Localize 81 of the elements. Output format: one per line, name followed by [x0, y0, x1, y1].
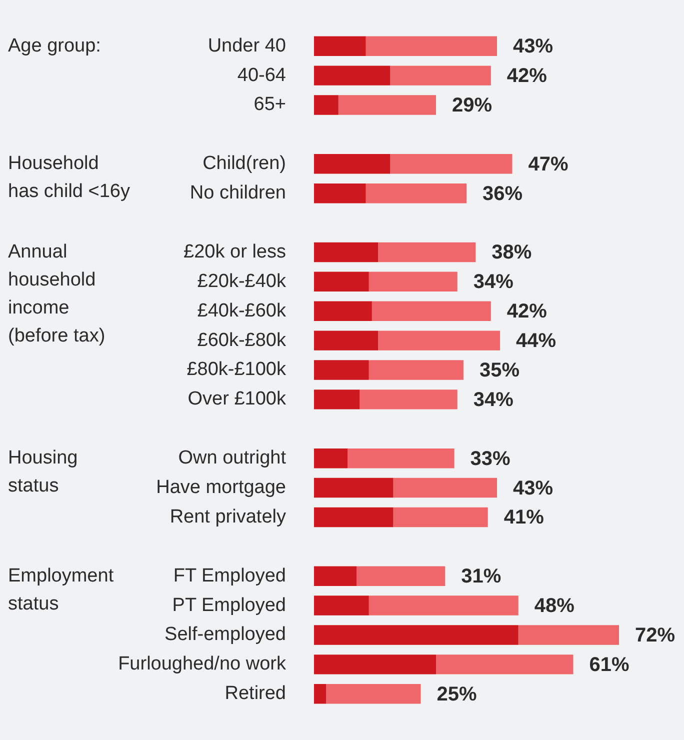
bar — [366, 183, 466, 204]
bar — [360, 390, 458, 410]
bar — [314, 478, 394, 498]
bar — [390, 66, 491, 86]
bar — [314, 360, 369, 380]
text: Household has child <16y — [8, 153, 130, 202]
bar — [348, 448, 454, 468]
annotation: 31% — [461, 566, 502, 588]
bar — [338, 95, 436, 115]
bar — [393, 507, 488, 528]
y-tick-label: PT Employed — [172, 594, 286, 616]
y-tick-label: £40k-£60k — [197, 300, 286, 322]
bar — [314, 625, 518, 645]
bar — [314, 390, 360, 410]
annotation: 43% — [513, 36, 554, 58]
bar — [368, 272, 458, 292]
bar — [314, 684, 326, 704]
bar — [436, 654, 574, 674]
bar — [372, 301, 491, 321]
y-tick-label: Under 40 — [208, 35, 286, 56]
bar — [368, 360, 464, 380]
annotation: 44% — [516, 330, 556, 352]
annotation: 43% — [513, 477, 554, 500]
text: Housing status — [8, 448, 78, 497]
y-tick-label: 40-64 — [237, 64, 286, 86]
y-tick-label: Rent privately — [170, 506, 286, 528]
bar — [314, 154, 390, 174]
bar — [518, 625, 619, 645]
y-tick-label: Furloughed/no work — [118, 654, 286, 675]
bar — [368, 596, 518, 616]
annotation: 36% — [482, 182, 523, 205]
annotation: 41% — [504, 506, 544, 529]
bar — [378, 330, 500, 350]
y-tick-label: Over £100k — [188, 388, 286, 410]
bar — [314, 36, 366, 56]
bar — [314, 448, 348, 468]
bar — [314, 272, 369, 292]
bar — [314, 242, 378, 262]
y-tick-label: FT Employed — [173, 565, 286, 586]
y-tick-label: Have mortgage — [156, 477, 286, 498]
y-tick-label: £80k-£100k — [186, 359, 286, 380]
annotation: 47% — [528, 153, 568, 176]
annotation: 33% — [470, 448, 511, 470]
bar — [314, 95, 338, 115]
annotation: 29% — [452, 94, 492, 117]
y-tick-label: Retired — [224, 683, 286, 704]
annotation: 42% — [506, 300, 548, 323]
annotation: 48% — [534, 595, 575, 618]
text: Employment status — [8, 565, 114, 614]
bar — [314, 183, 366, 204]
text: Annual household income (before tax) — [8, 241, 106, 346]
bar — [314, 654, 436, 674]
y-tick-label: £20k-£40k — [197, 270, 286, 292]
text: Age group: — [8, 35, 101, 56]
bar — [326, 684, 421, 704]
y-tick-label: £20k or less — [184, 241, 286, 262]
bar — [314, 66, 390, 86]
y-tick-label: No children — [190, 182, 286, 204]
bar — [393, 478, 497, 498]
annotation: 38% — [492, 242, 532, 264]
y-tick-label: £60k-£80k — [197, 330, 286, 351]
y-tick-label: Self-employed — [164, 624, 286, 646]
annotation: 61% — [589, 654, 630, 676]
bar — [314, 301, 372, 321]
annotation: 72% — [635, 624, 676, 647]
bar — [356, 566, 446, 586]
bar — [314, 330, 378, 350]
bar — [314, 596, 369, 616]
annotation: 34% — [473, 388, 514, 411]
annotation: 42% — [506, 65, 548, 88]
y-tick-label: Own outright — [178, 448, 287, 469]
annotation: 25% — [436, 683, 477, 706]
bar — [366, 36, 497, 56]
bar — [314, 507, 394, 528]
bar — [390, 154, 512, 174]
annotation: 34% — [473, 271, 514, 294]
annotation: 35% — [479, 360, 520, 382]
bar — [314, 566, 357, 586]
bar — [378, 242, 476, 262]
y-tick-label: 65+ — [254, 94, 286, 116]
y-tick-label: Child(ren) — [202, 153, 286, 174]
